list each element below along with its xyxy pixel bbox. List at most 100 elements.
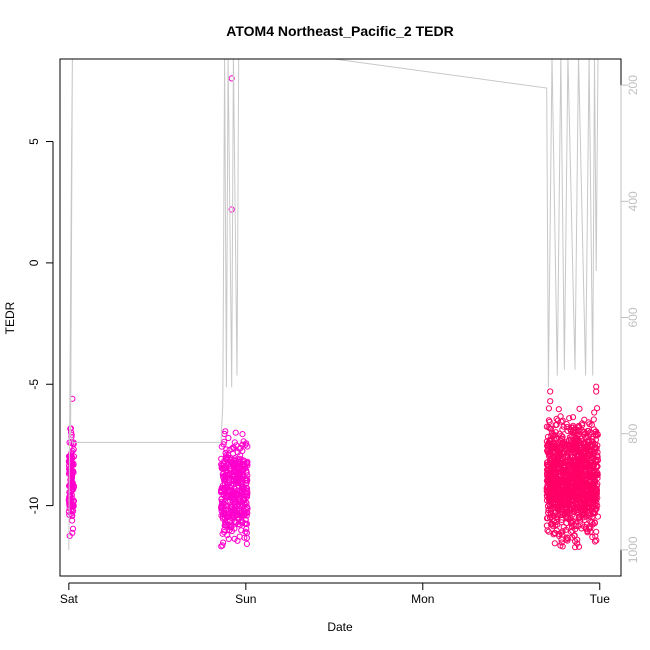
data-point <box>584 529 591 536</box>
depth-line <box>68 59 599 550</box>
x-axis-label: Date <box>327 620 353 634</box>
data-point <box>547 480 555 487</box>
data-point <box>237 452 244 459</box>
data-point <box>576 513 583 520</box>
data-point <box>545 405 553 412</box>
data-point <box>224 503 231 510</box>
data-point <box>590 439 597 446</box>
data-point <box>589 438 596 445</box>
data-point <box>590 426 598 433</box>
x-tick-label: Tue <box>590 592 611 606</box>
data-point <box>551 488 558 495</box>
plot-frame <box>59 58 622 577</box>
data-point <box>570 470 577 477</box>
data-point <box>224 506 231 513</box>
data-point <box>231 518 238 526</box>
data-point <box>236 471 243 478</box>
data-point <box>546 493 553 500</box>
data-point <box>566 443 573 450</box>
data-point <box>220 460 228 467</box>
x-tick-label: Sat <box>60 592 79 606</box>
x-axis: Sat Sun Mon Tue <box>60 582 611 606</box>
data-point <box>548 513 555 520</box>
data-point <box>564 487 572 494</box>
data-point <box>576 456 583 463</box>
data-point <box>243 490 250 498</box>
data-point <box>236 455 243 462</box>
data-point <box>560 491 567 498</box>
data-point <box>590 450 598 457</box>
data-point <box>570 422 577 429</box>
data-point <box>546 514 554 521</box>
data-point <box>222 519 229 526</box>
data-point <box>222 454 229 461</box>
data-point <box>562 473 569 480</box>
data-point <box>219 542 226 549</box>
points-layer <box>65 75 602 551</box>
data-point <box>224 493 231 500</box>
data-point <box>566 458 573 465</box>
data-point <box>552 429 559 436</box>
data-point <box>574 500 581 508</box>
data-point <box>551 473 559 480</box>
y-tick-label: 0 <box>27 259 41 266</box>
data-point <box>586 482 593 489</box>
data-point <box>551 445 558 452</box>
data-point <box>233 460 240 467</box>
data-point <box>221 438 228 445</box>
data-point <box>570 518 577 526</box>
y2-tick-label: 600 <box>626 307 640 327</box>
data-point <box>237 444 244 452</box>
data-point <box>69 525 77 532</box>
data-point <box>543 515 551 522</box>
data-point <box>594 405 601 412</box>
data-point <box>562 479 569 487</box>
data-point <box>232 491 239 498</box>
data-point <box>558 442 565 449</box>
data-point <box>223 452 230 459</box>
data-point <box>239 461 246 468</box>
data-point <box>234 487 241 494</box>
data-point <box>564 535 571 542</box>
data-point <box>67 501 75 508</box>
data-point <box>218 543 225 550</box>
data-point <box>221 486 228 493</box>
data-point <box>563 515 570 522</box>
data-point <box>582 507 589 514</box>
data-point <box>546 479 554 486</box>
data-point <box>594 471 601 478</box>
data-point <box>243 469 250 476</box>
data-point <box>564 500 571 507</box>
y2-axis: 200 400 600 800 1000 <box>620 75 640 563</box>
y2-tick-label: 200 <box>626 75 640 95</box>
data-point <box>567 452 574 459</box>
outlier-point <box>593 388 600 395</box>
data-point <box>551 469 558 476</box>
data-point <box>590 416 597 423</box>
data-point <box>232 508 239 515</box>
data-point <box>586 421 593 428</box>
data-point <box>583 446 590 453</box>
data-point <box>241 534 248 541</box>
data-point <box>561 462 568 469</box>
data-point <box>218 502 225 509</box>
data-point <box>575 509 582 516</box>
data-point <box>589 513 596 520</box>
data-point <box>67 492 74 499</box>
data-point <box>559 417 566 424</box>
data-point <box>239 431 246 438</box>
data-point <box>564 534 571 541</box>
data-point <box>226 446 233 453</box>
data-point <box>242 528 249 535</box>
data-point <box>576 405 583 412</box>
data-point <box>594 456 601 463</box>
data-point <box>220 473 227 480</box>
data-point <box>558 539 565 546</box>
data-point <box>226 484 233 491</box>
data-point <box>577 483 584 491</box>
data-point <box>583 521 590 528</box>
data-point <box>573 488 580 495</box>
data-point <box>241 520 248 527</box>
data-point <box>589 473 596 480</box>
data-point <box>226 471 233 478</box>
